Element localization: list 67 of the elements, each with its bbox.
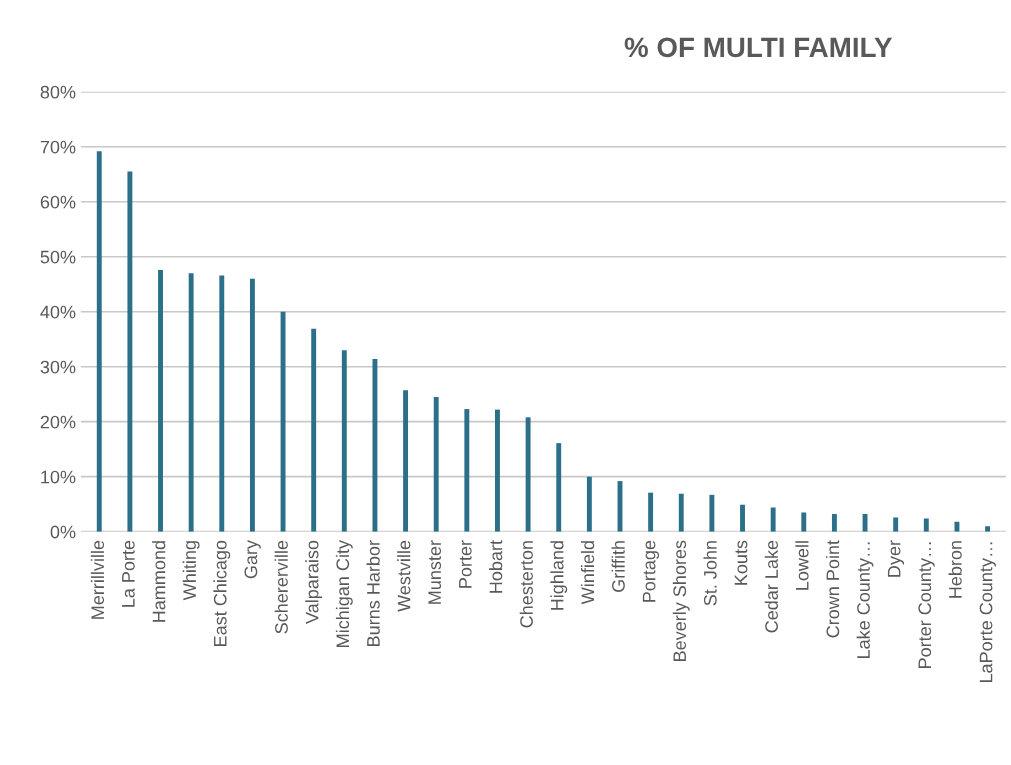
x-tick-label: Valparaiso	[305, 540, 323, 624]
y-tick-label: 60%	[40, 195, 76, 209]
x-tick-label: Griffith	[611, 541, 625, 592]
x-tick-label: Lowell	[795, 541, 809, 590]
y-tick-label: 70%	[40, 140, 76, 154]
bar	[403, 390, 409, 532]
y-tick-label: 80%	[40, 85, 76, 99]
x-tick-label: Beverly Shores	[672, 540, 690, 661]
bar	[311, 328, 317, 532]
x-tick-label: Lake County…	[856, 542, 874, 658]
bar	[249, 278, 255, 532]
x-tick-label: Crown Point	[825, 540, 840, 638]
bar	[893, 517, 899, 532]
x-tick-label: Portage	[642, 540, 660, 602]
bar	[188, 273, 194, 532]
bar	[709, 494, 715, 532]
bar	[586, 476, 592, 532]
x-tick-label: Chesterton	[519, 541, 533, 628]
bar	[770, 507, 776, 532]
bar	[801, 512, 807, 532]
y-tick-label: 0%	[50, 525, 76, 539]
x-tick-label: Hammond	[152, 541, 166, 622]
bar	[464, 409, 470, 532]
bar	[158, 269, 163, 532]
bar	[954, 521, 960, 532]
y-tick-label: 40%	[40, 305, 76, 319]
x-tick-label: Schererville	[274, 540, 288, 634]
x-tick-label: Gary	[244, 540, 261, 579]
x-tick-label: Kouts	[734, 540, 748, 585]
bar	[96, 151, 102, 532]
x-tick-label: LaPorte County…	[979, 542, 996, 683]
x-tick-label: Munster	[428, 540, 442, 604]
bar	[372, 359, 378, 532]
x-tick-label: Hobart	[489, 540, 503, 593]
x-tick-label: Porter	[459, 540, 472, 588]
bar	[495, 409, 500, 532]
y-tick-label: 50%	[40, 250, 76, 264]
x-tick-label: Winfield	[580, 541, 595, 605]
bar	[219, 275, 225, 532]
x-tick-label: Cedar Lake	[764, 540, 778, 633]
bar	[985, 526, 991, 532]
x-tick-label: Dyer	[887, 540, 905, 577]
x-tick-label: Porter County…	[918, 542, 935, 668]
x-tick-label: Merrillville	[90, 540, 105, 619]
bar	[525, 417, 531, 532]
y-tick-label: 20%	[40, 415, 76, 429]
x-tick-label: Westville	[397, 540, 411, 612]
bar	[648, 492, 654, 532]
bar	[341, 350, 347, 532]
bar	[740, 504, 745, 532]
x-tick-label: Hebron	[948, 541, 962, 598]
chart-title: % OF MULTI FAMILY	[624, 37, 893, 58]
x-tick-label: Michigan City	[335, 540, 353, 647]
x-tick-label: St. John	[703, 541, 717, 606]
bar	[433, 396, 439, 532]
y-tick-label: 10%	[41, 470, 76, 484]
bar	[678, 493, 684, 532]
x-tick-label: East Chicago	[213, 540, 231, 646]
bar	[831, 514, 837, 532]
x-tick-label: Highland	[550, 541, 568, 610]
bar	[127, 171, 133, 532]
x-tick-label: Whiting	[182, 541, 200, 601]
bar	[556, 443, 562, 532]
x-tick-label: La Porte	[122, 540, 135, 607]
bar	[923, 518, 929, 532]
y-tick-label: 30%	[40, 360, 76, 374]
x-tick-label: Burns Harbor	[366, 540, 380, 646]
